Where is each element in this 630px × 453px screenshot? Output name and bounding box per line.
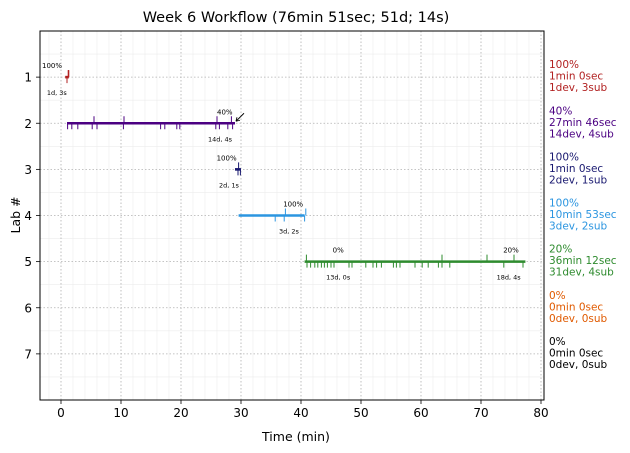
x-axis: 0 10 20 30 40 50 60 70 80: [57, 400, 549, 420]
lab-3-summary-line: 1min 0sec: [549, 163, 603, 175]
lab-5-counts-label: 13d, 0s: [326, 274, 351, 282]
event-ticks: [66, 70, 524, 268]
lab-4-summary-line: 10min 53sec: [549, 209, 617, 221]
x-tick-label: 40: [293, 406, 308, 420]
lab-4-summary-line: 100%: [549, 198, 579, 210]
lab-2-counts-label: 14d, 4s: [208, 135, 233, 143]
lab-7-summary-line: 0min 0sec: [549, 347, 603, 359]
lab-2-summary-line: 27min 46sec: [549, 117, 617, 129]
y-axis-label: Lab #: [8, 196, 23, 233]
lab-2-summary-line: 14dev, 4sub: [549, 128, 614, 140]
x-tick-label: 20: [173, 406, 188, 420]
x-tick-label: 30: [233, 406, 248, 420]
lab-4-counts-label: 3d, 2s: [279, 228, 300, 236]
y-tick-label: 7: [24, 347, 32, 361]
y-tick-label: 1: [24, 71, 32, 85]
y-tick-label: 3: [24, 163, 32, 177]
bar-annotations: 100% 1d, 3s 40% 14d, 4s 100% 2d, 1s 100% 3d, 2s…: [42, 62, 521, 282]
lab-3-summary-line: 100%: [549, 151, 579, 163]
x-tick-label: 50: [353, 406, 368, 420]
x-tick-label: 80: [533, 406, 548, 420]
x-tick-label: 70: [473, 406, 488, 420]
x-axis-label: Time (min): [261, 429, 330, 444]
lab-2-summary-line: 40%: [549, 105, 572, 117]
lab-4-percent-label: 100%: [283, 201, 303, 209]
lab-1-summary-line: 1min 0sec: [549, 71, 603, 83]
y-axis: 1 2 3 4 5 6 7: [24, 71, 40, 361]
lab-5-counts-label-end: 18d, 4s: [497, 274, 522, 282]
x-tick-label: 0: [57, 406, 65, 420]
lab-6-summary-line: 0%: [549, 290, 566, 302]
chart-title: Week 6 Workflow (76min 51sec; 51d; 14s): [143, 10, 450, 26]
lab-1-summary-line: 100%: [549, 59, 579, 71]
x-tick-label: 10: [113, 406, 128, 420]
lab-1-percent-label: 100%: [42, 62, 62, 70]
lab-5-summary-line: 36min 12sec: [549, 255, 617, 267]
y-tick-label: 5: [24, 255, 32, 269]
lab-2-arrow-head: [235, 117, 241, 122]
lab-6-summary-line: 0min 0sec: [549, 301, 603, 313]
lab-5-summary-line: 31dev, 4sub: [549, 267, 614, 279]
lab-5-percent-label-end: 20%: [503, 247, 519, 255]
lab-3-summary-line: 2dev, 1sub: [549, 174, 608, 186]
y-tick-label: 4: [24, 209, 32, 223]
lab-1-counts-label: 1d, 3s: [47, 89, 68, 97]
lab-7-summary-line: 0%: [549, 336, 566, 348]
lab-3-percent-label: 100%: [217, 154, 237, 162]
lab-7-summary-line: 0dev, 0sub: [549, 359, 608, 371]
lab-2-percent-label: 40%: [217, 108, 233, 116]
lab-6-summary-line: 0dev, 0sub: [549, 313, 608, 325]
lab-4-summary-line: 3dev, 2sub: [549, 221, 608, 233]
lab-5-summary-line: 20%: [549, 244, 572, 256]
x-tick-label: 60: [413, 406, 428, 420]
lab-2-arrow: [235, 112, 245, 122]
lab-1-summary-line: 1dev, 3sub: [549, 82, 608, 94]
y-tick-label: 6: [24, 301, 32, 315]
lab-5-percent-label: 0%: [333, 247, 344, 255]
lab-3-counts-label: 2d, 1s: [219, 181, 240, 189]
y-tick-label: 2: [24, 117, 32, 131]
